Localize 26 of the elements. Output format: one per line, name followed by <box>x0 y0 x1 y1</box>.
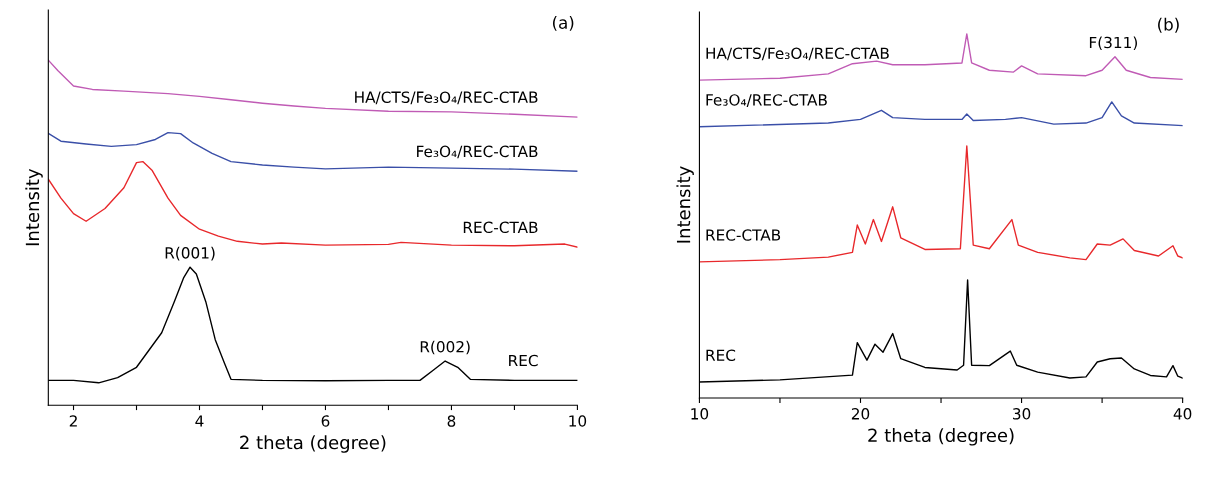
series-label: REC-CTAB <box>463 221 538 234</box>
y-axis-title: Intensity <box>676 166 694 243</box>
x-tick-label: 8 <box>447 415 456 427</box>
series-label: Fe₃O₄/REC-CTAB <box>417 145 538 159</box>
text: (a) <box>552 16 574 31</box>
x-tick-label: 30 <box>1013 408 1031 420</box>
x-tick-label: 40 <box>1173 408 1192 420</box>
series-label: HA/CTS/Fe₃O₄/REC-CTAB <box>706 47 889 61</box>
series-label: REC-CTAB <box>706 229 781 241</box>
annotation: R(002) <box>420 340 470 355</box>
series-label: HA/CTS/Fe₃O₄/REC-CTAB <box>355 91 538 105</box>
series-label: REC <box>706 349 736 362</box>
annotation: F(311) <box>1089 36 1137 51</box>
text: (b) <box>1158 17 1179 33</box>
annotation: R(001) <box>165 246 215 261</box>
x-tick-label: 2 <box>69 415 77 427</box>
x-tick-label: 10 <box>569 415 587 427</box>
x-tick-label: 10 <box>691 408 709 420</box>
series-label: REC <box>509 354 538 367</box>
series-label: Fe₃O₄/REC-CTAB <box>706 94 827 107</box>
x-axis-title: 2 theta (degree) <box>240 435 386 453</box>
y-axis-title: Intensity <box>25 168 43 246</box>
x-tick-label: 4 <box>195 415 204 427</box>
x-tick-label: 6 <box>321 415 330 427</box>
x-tick-label: 20 <box>851 408 870 420</box>
x-axis-title: 2 theta (degree) <box>868 428 1014 446</box>
